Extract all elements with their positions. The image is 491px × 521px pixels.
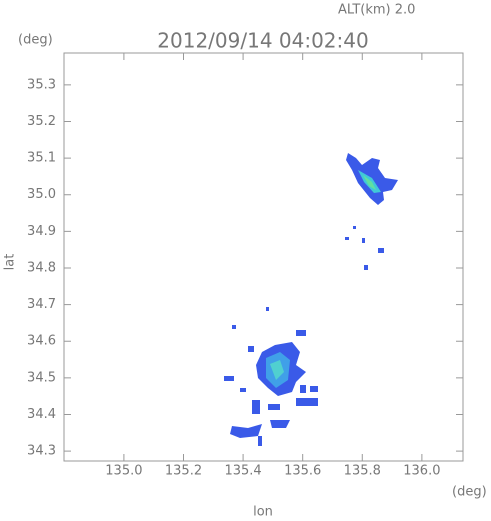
echo-north [345,153,398,270]
x-tick-label: 135.2 [165,464,202,479]
chart-title: 2012/09/14 04:02:40 [157,29,368,53]
x-axis-label: lon [253,505,273,520]
y-unit: (deg) [18,33,53,48]
y-tick-label: 34.7 [27,297,56,312]
y-axis-label: lat [3,254,18,271]
x-tick-label: 136.0 [403,464,440,479]
altitude-label: ALT(km) 2.0 [338,3,415,18]
x-unit: (deg) [452,485,487,500]
y-tick-label: 35.3 [27,77,56,92]
y-tick-label: 34.4 [27,407,56,422]
x-tick-label: 135.0 [105,464,142,479]
y-tick-label: 34.6 [27,334,56,349]
y-tick-label: 35.0 [27,187,56,202]
x-tick-label: 135.4 [224,464,261,479]
y-tick-label: 35.2 [27,114,56,129]
y-tick-label: 34.3 [27,444,56,459]
x-tick-label: 135.8 [344,464,381,479]
y-tick-label: 34.9 [27,224,56,239]
y-tick-label: 34.8 [27,260,56,275]
y-tick-label: 34.5 [27,370,56,385]
x-tick-label: 135.6 [284,464,321,479]
plot-frame [63,52,464,462]
echo-south [224,307,318,446]
y-tick-label: 35.1 [27,151,56,166]
